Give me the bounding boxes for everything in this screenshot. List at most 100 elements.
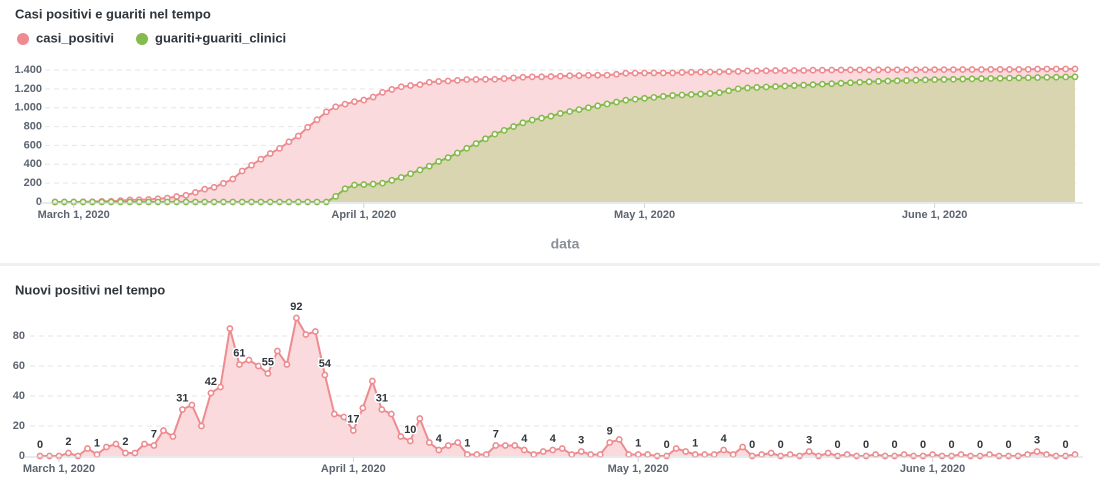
data-point	[603, 71, 611, 79]
data-point	[191, 188, 199, 196]
data-point	[818, 66, 826, 74]
data-point	[575, 106, 583, 113]
data-point	[748, 452, 756, 460]
legend-label: casi_positivi	[36, 30, 114, 45]
data-point	[285, 198, 293, 206]
data-point	[762, 83, 770, 91]
x-tick-label: April 1, 2020	[331, 209, 396, 221]
data-label: 3	[578, 434, 584, 446]
data-point	[594, 71, 602, 79]
x-tick-label: March 1, 2020	[38, 209, 110, 221]
data-point	[510, 74, 517, 82]
data-point	[463, 451, 471, 458]
data-point	[528, 73, 536, 81]
data-point	[65, 449, 72, 457]
chart-title: Casi positivi e guariti nel tempo	[15, 6, 211, 21]
data-point	[1062, 65, 1070, 73]
data-point	[248, 198, 255, 206]
data-point	[615, 436, 623, 443]
data-point	[634, 451, 642, 458]
data-point	[1006, 66, 1013, 73]
data-label: 0	[892, 439, 898, 451]
data-point	[360, 96, 368, 104]
data-label: 7	[493, 428, 499, 440]
data-label: 1	[692, 437, 698, 449]
data-point	[416, 415, 424, 422]
data-point	[276, 198, 283, 206]
data-label: 0	[863, 439, 869, 451]
data-point	[453, 149, 461, 157]
data-point	[701, 451, 709, 458]
data-point	[397, 433, 405, 440]
data-point	[865, 78, 873, 86]
data-point	[1024, 65, 1032, 73]
data-point	[369, 180, 377, 188]
data-point	[351, 181, 358, 189]
data-label: 7	[151, 428, 157, 440]
data-point	[182, 191, 190, 199]
data-point	[103, 443, 110, 451]
data-point	[229, 198, 237, 206]
data-point	[824, 449, 832, 457]
data-point	[772, 67, 779, 74]
data-point	[388, 86, 396, 93]
data-point	[179, 406, 186, 413]
data-point	[519, 119, 527, 127]
data-point	[539, 448, 547, 455]
data-label: 61	[233, 347, 245, 359]
data-point	[141, 440, 148, 448]
x-tick-label: June 1, 2020	[902, 209, 967, 221]
data-point	[397, 83, 405, 91]
data-point	[959, 75, 967, 83]
data-point	[547, 112, 555, 120]
data-point	[893, 66, 901, 74]
y-tick-label: 200	[24, 177, 42, 189]
data-point	[566, 108, 574, 115]
data-point	[678, 69, 686, 76]
data-point	[853, 452, 861, 460]
data-point	[387, 410, 395, 418]
data-point	[957, 451, 965, 458]
data-label: 0	[664, 439, 670, 451]
data-point	[720, 446, 728, 454]
data-point	[321, 371, 329, 379]
data-point	[1024, 451, 1031, 458]
data-label: 0	[948, 439, 954, 451]
data-point	[1052, 65, 1060, 73]
y-tick-label: 20	[13, 420, 25, 432]
data-point	[729, 451, 737, 458]
data-point	[340, 413, 348, 421]
data-point	[903, 77, 910, 84]
data-point	[606, 439, 614, 446]
data-point	[587, 451, 595, 458]
data-point	[1034, 65, 1041, 73]
y-tick-label: 800	[24, 120, 42, 132]
data-point	[368, 377, 376, 385]
data-point	[74, 452, 82, 460]
data-point	[940, 66, 948, 74]
data-point	[276, 144, 283, 152]
data-point	[201, 185, 209, 193]
data-label: 4	[721, 433, 728, 445]
data-point	[967, 452, 974, 460]
data-label: 2	[122, 436, 128, 448]
data-label: 3	[1034, 434, 1040, 446]
data-point	[959, 66, 967, 73]
data-point	[60, 198, 68, 206]
data-point	[556, 109, 564, 117]
data-point	[226, 325, 234, 332]
data-point	[976, 452, 984, 460]
data-label: 42	[205, 376, 217, 388]
data-point	[575, 72, 583, 79]
data-point	[150, 442, 158, 449]
data-point	[682, 448, 690, 455]
data-point	[360, 181, 368, 188]
data-point	[644, 451, 652, 458]
data-point	[625, 451, 633, 458]
data-label: 4	[436, 433, 443, 445]
data-point	[995, 452, 1003, 460]
data-point	[322, 198, 330, 206]
data-point	[566, 72, 574, 80]
data-point	[322, 108, 330, 116]
data-point	[577, 448, 585, 455]
